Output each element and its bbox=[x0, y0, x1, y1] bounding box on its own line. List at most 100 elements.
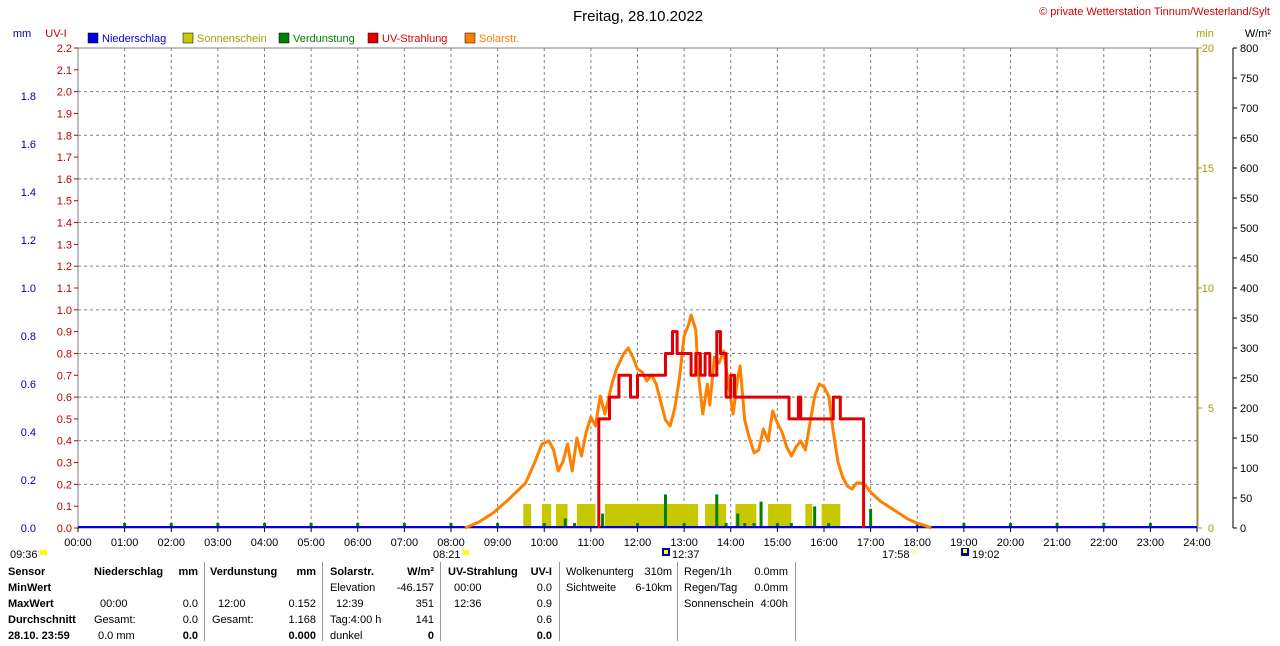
evaporation-spike bbox=[736, 513, 740, 528]
evaporation-spike bbox=[724, 523, 728, 528]
evaporation-spike bbox=[752, 523, 756, 528]
evaporation-spike bbox=[743, 523, 747, 528]
evaporation-spike bbox=[402, 523, 406, 528]
summary-verdunstung-col: Verdunstung mm 12:00 0.152 Gesamt: 1.168… bbox=[210, 562, 318, 642]
x-tick-label: 07:00 bbox=[391, 537, 419, 549]
sunshine-bar bbox=[523, 504, 532, 528]
wm2-tick-label: 550 bbox=[1240, 193, 1258, 205]
x-tick-label: 14:00 bbox=[717, 537, 745, 549]
sichtweite-label: Sichtweite bbox=[566, 582, 617, 594]
solar-avg-value: 141 bbox=[415, 614, 434, 626]
uvi-tick-label: 2.1 bbox=[57, 65, 72, 77]
niederschlag-max-time: 00:00 bbox=[100, 598, 128, 610]
uvi-tick-label: 0.3 bbox=[57, 458, 72, 470]
x-tick-label: 02:00 bbox=[157, 537, 185, 549]
regen-1h-value: 0.0mm bbox=[754, 566, 788, 578]
x-tick-label: 19:00 bbox=[950, 537, 978, 549]
uvi-tick-label: 0.5 bbox=[57, 414, 72, 426]
evaporation-spike bbox=[542, 523, 546, 528]
wm2-tick-label: 50 bbox=[1240, 493, 1252, 505]
divider bbox=[204, 562, 205, 641]
x-tick-label: 08:00 bbox=[437, 537, 465, 549]
evaporation-spike bbox=[775, 523, 779, 528]
wm2-tick-label: 400 bbox=[1240, 283, 1258, 295]
wm2-tick-label: 0 bbox=[1240, 523, 1246, 535]
legend-swatch bbox=[278, 32, 290, 44]
summary-wolken-col: Wolkenunterg 310m Sichtweite 6-10km bbox=[566, 562, 674, 641]
evaporation-spike bbox=[309, 523, 313, 528]
x-tick-label: 00:00 bbox=[64, 537, 92, 549]
uvi-tick-label: 0.2 bbox=[57, 479, 72, 491]
sunshine-bar bbox=[768, 504, 792, 528]
summary-sensor-col: Sensor MinWert MaxWert Durchschnitt 28.1… bbox=[8, 562, 92, 642]
sensor-row-avg: Durchschnitt bbox=[8, 614, 76, 626]
sunshine-bar bbox=[541, 504, 552, 528]
uvi-tick-label: 2.0 bbox=[57, 87, 72, 99]
niederschlag-now-value: 0.0 bbox=[182, 630, 198, 642]
x-tick-label: 11:00 bbox=[578, 537, 605, 549]
uvi-tick-label: 1.5 bbox=[57, 196, 72, 208]
mm-tick-label: 0.0 bbox=[21, 523, 36, 535]
wm2-tick-label: 750 bbox=[1240, 73, 1258, 85]
divider bbox=[322, 562, 323, 641]
legend-swatch bbox=[182, 32, 194, 44]
wm2-tick-label: 100 bbox=[1240, 463, 1258, 475]
uvi-tick-label: 1.3 bbox=[57, 239, 72, 251]
wm2-tick-label: 200 bbox=[1240, 403, 1258, 415]
evaporation-spike bbox=[759, 501, 763, 528]
solar-radiation-line bbox=[464, 313, 932, 530]
uv-min-value: 0.0 bbox=[536, 582, 552, 594]
wm2-tick-label: 150 bbox=[1240, 433, 1258, 445]
evaporation-spike bbox=[356, 523, 360, 528]
solar-max-value: 351 bbox=[415, 598, 434, 610]
mm-axis-unit: mm bbox=[13, 28, 31, 40]
uvi-tick-label: 1.2 bbox=[57, 261, 72, 273]
x-tick-label: 05:00 bbox=[297, 537, 325, 549]
sunshine-bar bbox=[821, 504, 841, 528]
sonnenschein-value: 4:00h bbox=[760, 598, 788, 610]
wm2-tick-label: 700 bbox=[1240, 103, 1258, 115]
verdunstung-total-label: Gesamt: bbox=[212, 614, 254, 626]
sunshine-bar bbox=[576, 504, 596, 528]
wm2-axis-unit: W/m² bbox=[1245, 28, 1272, 40]
solar-unit: W/m² bbox=[407, 566, 434, 578]
mm-tick-label: 1.0 bbox=[21, 283, 36, 295]
x-tick-label: 21:00 bbox=[1043, 537, 1071, 549]
x-tick-label: 15:00 bbox=[764, 537, 792, 549]
uvi-tick-label: 1.8 bbox=[57, 130, 72, 142]
uvi-tick-label: 1.6 bbox=[57, 174, 72, 186]
x-tick-label: 12:00 bbox=[624, 537, 652, 549]
mm-tick-label: 0.8 bbox=[21, 331, 36, 343]
mm-tick-label: 1.4 bbox=[21, 187, 36, 199]
min-tick-label: 10 bbox=[1202, 283, 1214, 295]
legend-label: Niederschlag bbox=[102, 33, 166, 45]
wm2-tick-label: 650 bbox=[1240, 133, 1258, 145]
x-tick-label: 24:00 bbox=[1183, 537, 1211, 549]
divider bbox=[795, 562, 796, 641]
legend-swatch bbox=[464, 32, 476, 44]
min-axis-unit: min bbox=[1196, 28, 1214, 40]
uvi-tick-label: 1.1 bbox=[57, 283, 72, 295]
x-tick-label: 16:00 bbox=[810, 537, 838, 549]
mm-tick-label: 0.6 bbox=[21, 379, 36, 391]
x-tick-label: 04:00 bbox=[251, 537, 279, 549]
sun-marker-right-time: 19:02 bbox=[972, 549, 1000, 561]
solar-elevation-label: Elevation bbox=[330, 582, 376, 594]
verdunstung-max-time: 12:00 bbox=[218, 598, 246, 610]
evaporation-spike bbox=[563, 518, 567, 528]
min-tick-label: 5 bbox=[1208, 403, 1214, 415]
verdunstung-total-value: 1.168 bbox=[288, 614, 316, 626]
solar-now-value: 0 bbox=[427, 630, 434, 642]
regen-1h-label: Regen/1h bbox=[684, 566, 732, 578]
sensor-row-now: 28.10. 23:59 bbox=[8, 630, 70, 642]
wm2-tick-label: 600 bbox=[1240, 163, 1258, 175]
wm2-tick-label: 800 bbox=[1240, 43, 1258, 55]
uvi-tick-label: 1.0 bbox=[57, 305, 72, 317]
verdunstung-max-value: 0.152 bbox=[288, 598, 316, 610]
evaporation-spike bbox=[715, 494, 719, 528]
verdunstung-unit: mm bbox=[296, 566, 316, 578]
solar-now-label: dunkel bbox=[330, 630, 363, 642]
x-tick-label: 22:00 bbox=[1090, 537, 1118, 549]
uvi-tick-label: 0.0 bbox=[57, 523, 72, 535]
uvi-tick-label: 0.4 bbox=[57, 436, 72, 448]
